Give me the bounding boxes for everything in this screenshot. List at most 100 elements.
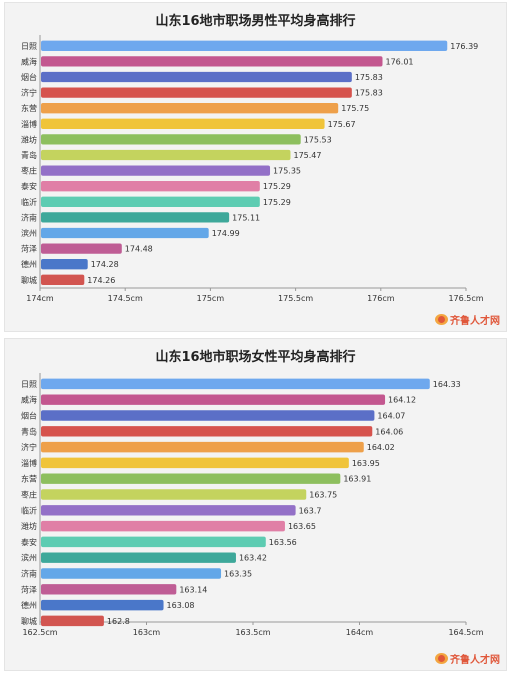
x-tick-label: 164.5cm (448, 628, 483, 637)
x-tick-label: 175cm (197, 294, 225, 303)
value-label: 163.56 (269, 538, 297, 547)
bar (41, 568, 222, 579)
value-label: 175.29 (263, 182, 291, 191)
value-label: 163.7 (299, 506, 322, 515)
bar (41, 536, 266, 548)
category-label: 青岛 (21, 426, 37, 436)
bar (41, 274, 85, 285)
bar (41, 181, 260, 192)
x-tick-label: 163.5cm (235, 628, 270, 637)
value-label: 164.02 (367, 443, 395, 452)
value-label: 175.11 (232, 213, 260, 222)
category-label: 威海 (21, 395, 37, 405)
logo-icon (435, 653, 448, 664)
category-label: 枣庄 (21, 166, 37, 176)
bar (41, 103, 339, 114)
value-label: 175.47 (293, 151, 321, 160)
category-label: 聊城 (21, 617, 37, 626)
category-label: 济南 (21, 212, 37, 222)
category-label: 德州 (21, 259, 37, 269)
value-label: 163.95 (352, 459, 380, 468)
x-tick-label: 174cm (26, 294, 54, 303)
category-label: 东营 (21, 474, 37, 484)
value-label: 175.35 (273, 167, 301, 176)
value-label: 174.48 (125, 245, 153, 254)
bar (41, 118, 325, 129)
female-height-chart-panel: 山东16地市职场女性平均身高排行 日照 164.33 威海 164.12 烟台 164.0… (4, 338, 507, 671)
category-label: 枣庄 (21, 490, 37, 500)
bar (41, 243, 122, 254)
category-label: 菏泽 (21, 244, 37, 254)
value-label: 174.28 (91, 260, 119, 269)
value-label: 176.01 (386, 57, 414, 66)
bar (41, 56, 383, 67)
bar (41, 394, 386, 405)
category-label: 烟台 (21, 72, 37, 82)
bar (41, 87, 352, 98)
bar (41, 552, 236, 563)
bar (41, 520, 285, 532)
value-label: 163.65 (288, 522, 316, 531)
bar (41, 259, 88, 270)
category-label: 菏泽 (21, 584, 37, 594)
logo-text: 齐鲁人才网 (450, 316, 500, 327)
category-label: 济宁 (21, 442, 37, 452)
x-tick-label: 162.5cm (22, 628, 57, 637)
chart-title: 山东16地市职场女性平均身高排行 (155, 350, 356, 365)
bar (41, 134, 301, 145)
value-label: 162.8 (107, 617, 130, 626)
category-label: 滨州 (21, 228, 37, 238)
value-label: 163.08 (167, 601, 195, 610)
category-label: 济南 (21, 569, 37, 579)
male-height-bar-chart: 日照 176.39 威海 176.01 烟台 175.83 济宁 175.83 东营 175.75… (21, 35, 484, 303)
category-label: 潍坊 (21, 521, 37, 531)
chart-title: 山东16地市职场男性平均身高排行 (155, 14, 356, 29)
category-label: 淄博 (21, 119, 37, 129)
category-label: 德州 (21, 600, 37, 610)
value-label: 163.35 (224, 570, 252, 579)
x-tick-label: 174.5cm (108, 294, 143, 303)
value-label: 174.99 (212, 229, 240, 238)
category-label: 威海 (21, 56, 37, 66)
bar (41, 505, 296, 516)
bar (41, 227, 209, 239)
x-tick-label: 176cm (367, 294, 395, 303)
site-logo: 齐鲁人才网 (435, 312, 500, 327)
value-label: 164.07 (377, 412, 405, 421)
value-label: 163.91 (343, 475, 371, 484)
x-tick-label: 164cm (346, 628, 374, 637)
category-label: 潍坊 (21, 134, 37, 144)
value-label: 163.75 (309, 491, 337, 500)
bar (41, 71, 352, 83)
bar (41, 40, 448, 51)
value-label: 164.33 (433, 380, 461, 389)
category-label: 济宁 (21, 88, 37, 98)
value-label: 175.83 (355, 73, 383, 82)
bar (41, 457, 349, 469)
female-height-bar-chart: 日照 164.33 威海 164.12 烟台 164.07 青岛 164.06 济宁 164.02… (21, 373, 484, 637)
value-label: 176.39 (450, 42, 478, 51)
value-label: 164.12 (388, 396, 416, 405)
value-label: 174.26 (87, 276, 115, 285)
category-label: 临沂 (21, 197, 37, 207)
bar (41, 599, 164, 611)
bar (41, 410, 375, 421)
value-label: 175.75 (341, 104, 369, 113)
value-label: 164.06 (375, 427, 403, 436)
category-label: 泰安 (21, 537, 37, 547)
value-label: 163.42 (239, 554, 267, 563)
value-label: 163.14 (179, 585, 207, 594)
bar (41, 212, 230, 223)
male-height-chart-panel: 山东16地市职场男性平均身高排行 日照 176.39 威海 176.01 烟台 175.8… (4, 2, 507, 332)
category-label: 临沂 (21, 505, 37, 515)
logo-icon (435, 314, 448, 325)
category-label: 泰安 (21, 181, 37, 191)
bar (41, 584, 177, 595)
site-logo: 齐鲁人才网 (435, 651, 500, 666)
x-tick-label: 163cm (133, 628, 161, 637)
value-label: 175.83 (355, 89, 383, 98)
bar (41, 426, 373, 437)
category-label: 日照 (21, 42, 37, 51)
category-label: 聊城 (21, 276, 37, 285)
value-label: 175.67 (328, 120, 356, 129)
